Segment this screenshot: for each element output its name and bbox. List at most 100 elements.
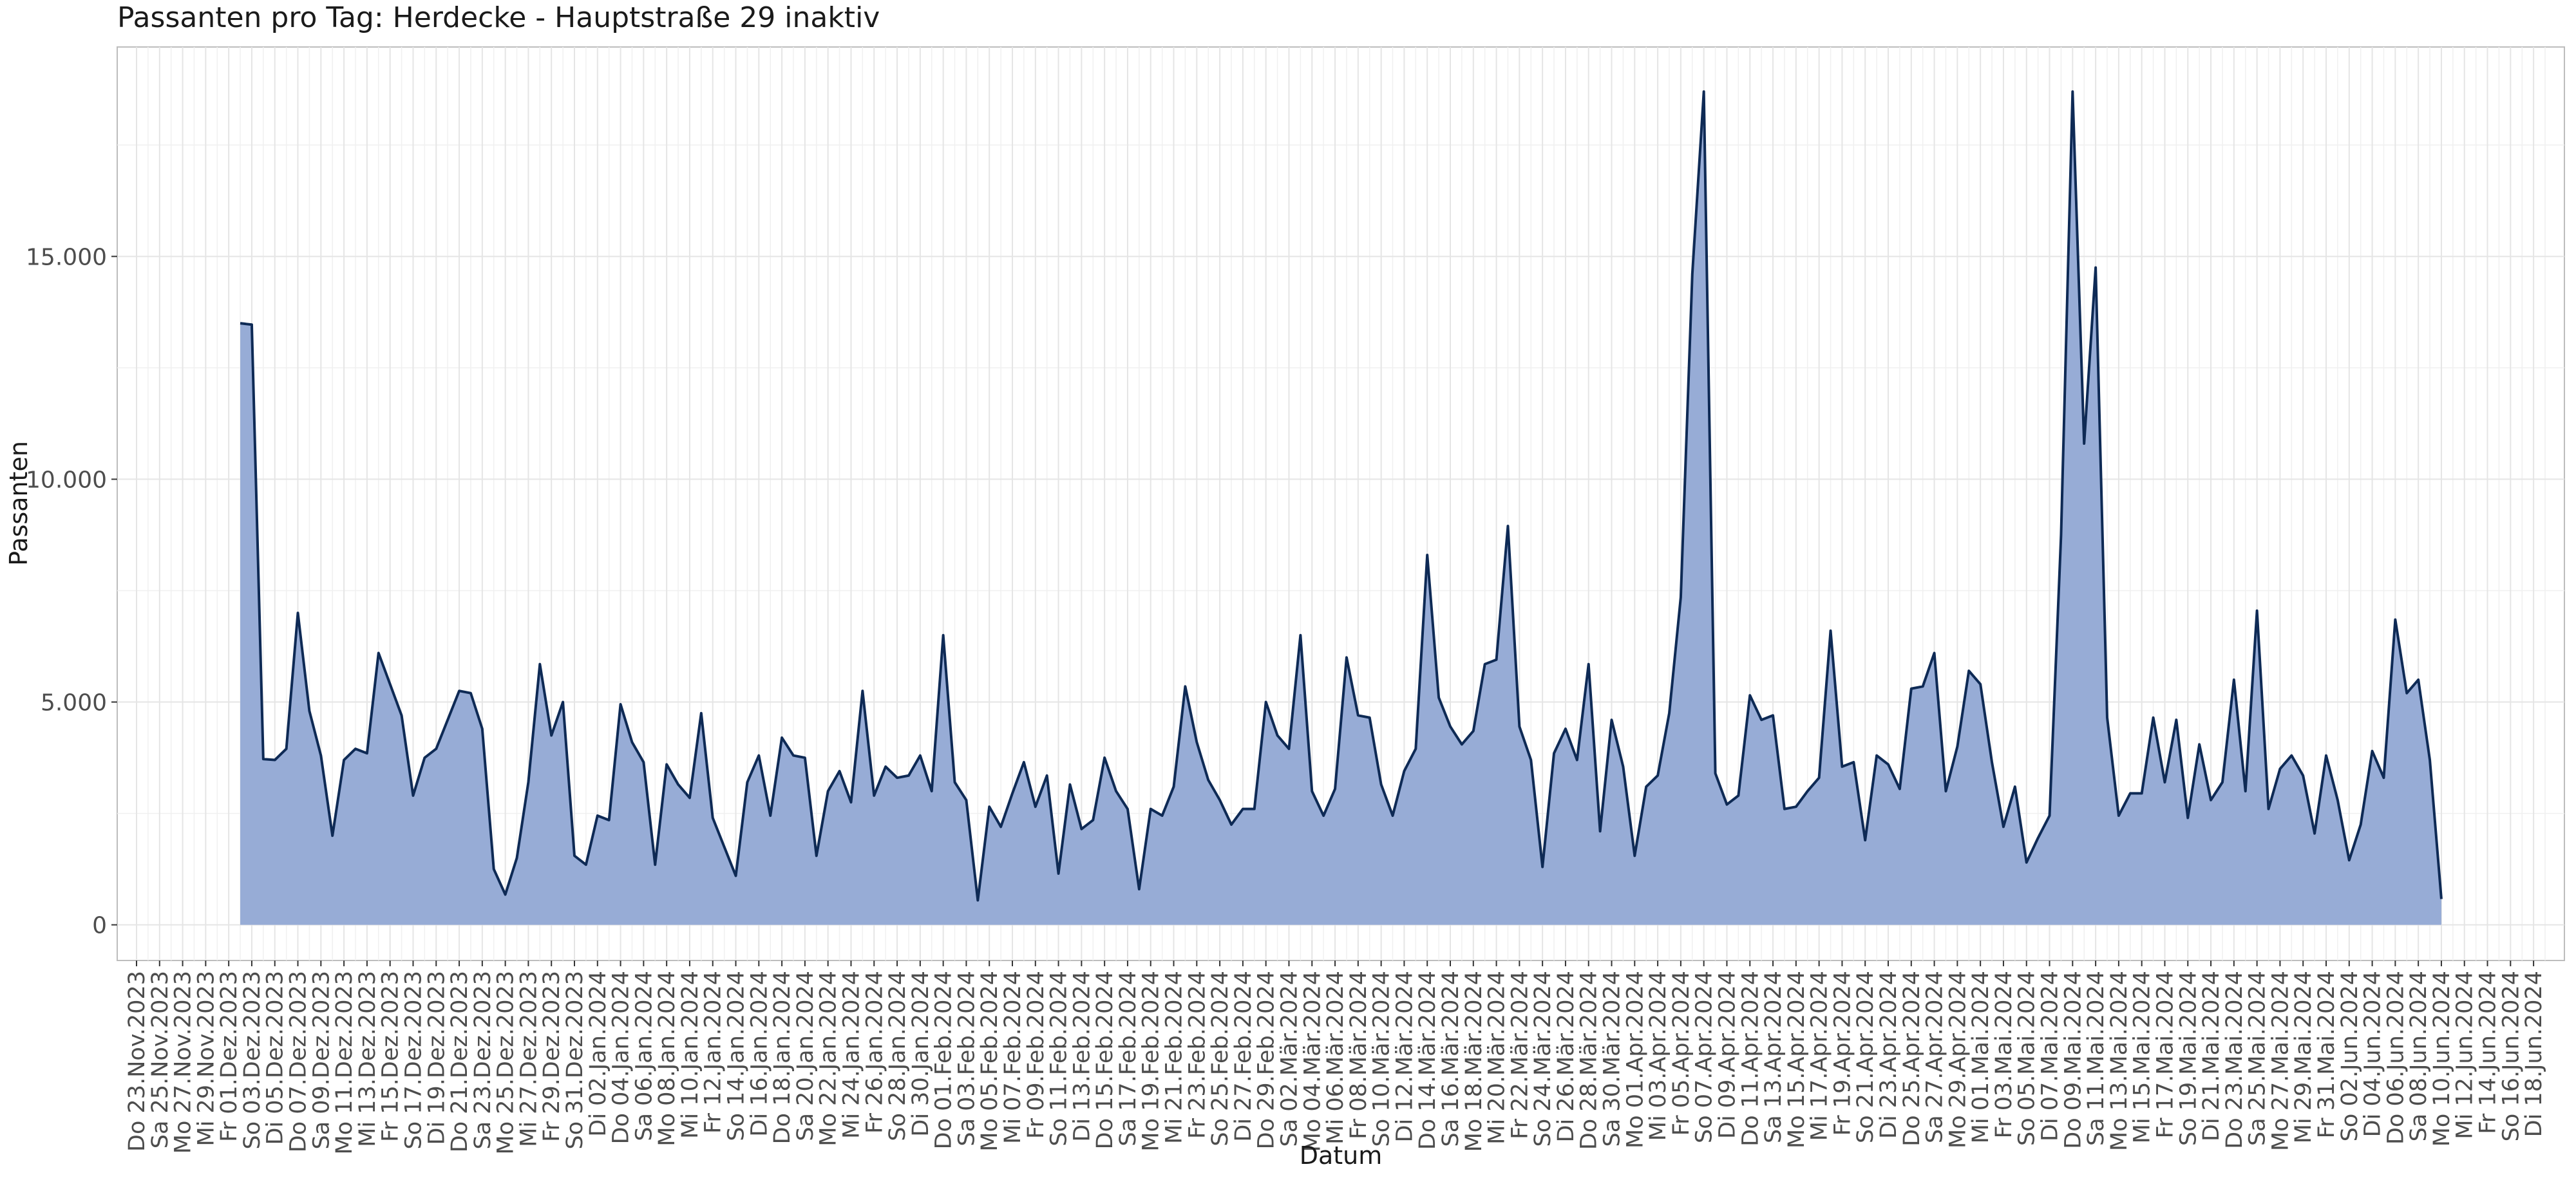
- x-tick-label: Do 21.Dez.2023: [447, 971, 473, 1152]
- x-tick-label: Mo 22.Jan.2024: [816, 971, 842, 1147]
- x-tick-label: Di 18.Jun.2024: [2521, 971, 2547, 1137]
- x-tick-label: So 17.Dez.2023: [401, 971, 426, 1149]
- x-tick-label: Mi 12.Jun.2024: [2452, 971, 2478, 1139]
- x-tick-label: Sa 06.Jan.2024: [631, 971, 657, 1141]
- x-tick-label: So 31.Dez.2023: [562, 971, 588, 1149]
- x-tick-label: Sa 30.Mär.2024: [1600, 971, 1625, 1147]
- x-tick-label: Di 02.Jan.2024: [585, 971, 611, 1137]
- x-tick-label: Sa 25.Nov.2023: [147, 971, 173, 1148]
- x-tick-label: Di 26.Mär.2024: [1553, 971, 1579, 1142]
- x-tick-label: Di 30.Jan.2024: [908, 971, 934, 1137]
- x-tick-label: Do 23.Mai.2024: [2222, 971, 2248, 1149]
- x-tick-label: Do 18.Jan.2024: [770, 971, 795, 1144]
- x-tick-label: Mi 17.Apr.2024: [1807, 971, 1833, 1141]
- x-tick-label: So 19.Mai.2024: [2175, 971, 2201, 1146]
- x-tick-label: Do 09.Mai.2024: [2060, 971, 2086, 1149]
- x-tick-label: So 28.Jan.2024: [885, 971, 911, 1141]
- x-tick-label: So 14.Jan.2024: [724, 971, 750, 1141]
- x-tick-label: Do 07.Dez.2023: [286, 971, 312, 1152]
- x-tick-label: So 03.Dez.2023: [240, 971, 265, 1149]
- x-tick-label: Fr 31.Mai.2024: [2314, 971, 2340, 1138]
- x-tick-label: Mo 10.Jun.2024: [2429, 971, 2455, 1147]
- x-tick-label: Di 05.Dez.2023: [263, 971, 289, 1145]
- series-line: [240, 90, 2443, 902]
- x-tick-label: Di 16.Jan.2024: [746, 971, 772, 1137]
- x-tick-label: So 11.Feb.2024: [1046, 971, 1072, 1147]
- x-tick-label: Mi 20.Mär.2024: [1484, 971, 1510, 1145]
- x-tick-label: Mo 05.Feb.2024: [977, 971, 1003, 1152]
- x-tick-label: Sa 13.Apr.2024: [1761, 971, 1786, 1143]
- x-tick-label: Di 07.Mai.2024: [2038, 971, 2063, 1141]
- x-tick-label: So 10.Mär.2024: [1369, 971, 1395, 1147]
- x-tick-label: Do 06.Jun.2024: [2383, 971, 2409, 1145]
- x-tick-label: Mo 18.Mär.2024: [1461, 971, 1487, 1152]
- x-tick-label: Fr 08.Mär.2024: [1346, 971, 1372, 1139]
- y-axis-ticks: 0 5.000 10.000 15.000: [26, 244, 117, 939]
- x-tick-label: So 02.Jun.2024: [2337, 971, 2363, 1141]
- x-tick-label: Sa 09.Dez.2023: [308, 971, 334, 1150]
- x-tick-label: Di 21.Mai.2024: [2199, 971, 2224, 1141]
- x-tick-label: Do 28.Mär.2024: [1577, 971, 1602, 1150]
- x-tick-label: Do 25.Apr.2024: [1899, 971, 1925, 1147]
- x-tick-label: Fr 26.Jan.2024: [862, 971, 887, 1134]
- x-tick-label: Mo 19.Feb.2024: [1139, 971, 1164, 1152]
- x-tick-label: Mi 29.Nov.2023: [193, 971, 219, 1147]
- x-tick-label: Do 29.Feb.2024: [1254, 971, 1280, 1149]
- x-tick-label: Di 09.Apr.2024: [1714, 971, 1740, 1139]
- x-tick-label: Sa 25.Mai.2024: [2245, 971, 2271, 1146]
- x-tick-label: Fr 22.Mär.2024: [1507, 971, 1533, 1139]
- x-tick-label: Mo 29.Apr.2024: [1945, 971, 1971, 1148]
- x-tick-label: So 21.Apr.2024: [1853, 971, 1879, 1143]
- x-tick-label: Mi 01.Mai.2024: [1968, 971, 1994, 1143]
- x-tick-label: Mi 21.Feb.2024: [1162, 971, 1188, 1144]
- x-tick-label: Di 13.Feb.2024: [1069, 971, 1095, 1142]
- x-tick-label: Fr 14.Jun.2024: [2476, 971, 2501, 1134]
- x-tick-label: Di 23.Apr.2024: [1876, 971, 1902, 1139]
- y-tick-label: 15.000: [26, 244, 107, 270]
- x-tick-label: Mo 11.Dez.2023: [332, 971, 357, 1154]
- y-axis-title: Passanten: [5, 441, 33, 566]
- x-tick-label: Sa 11.Mai.2024: [2083, 971, 2109, 1146]
- x-tick-label: Fr 05.Apr.2024: [1669, 971, 1694, 1136]
- x-tick-label: Mi 10.Jan.2024: [677, 971, 703, 1139]
- x-tick-label: Fr 15.Dez.2023: [378, 971, 404, 1142]
- x-tick-label: Fr 03.Mai.2024: [1991, 971, 2017, 1138]
- x-tick-label: Fr 17.Mai.2024: [2152, 971, 2178, 1138]
- x-tick-label: Mi 06.Mär.2024: [1323, 971, 1349, 1145]
- x-tick-label: Di 27.Feb.2024: [1231, 971, 1256, 1142]
- x-tick-label: Do 01.Feb.2024: [931, 971, 957, 1149]
- x-tick-label: Di 19.Dez.2023: [424, 971, 450, 1145]
- x-tick-label: Sa 20.Jan.2024: [793, 971, 819, 1141]
- x-tick-label: Fr 29.Dez.2023: [539, 971, 565, 1142]
- x-tick-label: Sa 27.Apr.2024: [1922, 971, 1948, 1143]
- x-tick-label: Mo 01.Apr.2024: [1622, 971, 1648, 1148]
- x-tick-label: Di 04.Jun.2024: [2360, 971, 2386, 1137]
- x-tick-label: So 25.Feb.2024: [1208, 971, 1233, 1147]
- x-tick-label: Mi 07.Feb.2024: [1000, 971, 1026, 1144]
- x-tick-label: So 16.Jun.2024: [2498, 971, 2524, 1141]
- x-tick-label: Mi 13.Dez.2023: [355, 971, 381, 1147]
- x-tick-label: Mi 03.Apr.2024: [1645, 971, 1671, 1141]
- x-tick-label: Fr 19.Apr.2024: [1830, 971, 1855, 1136]
- x-tick-label: Mo 08.Jan.2024: [654, 971, 680, 1147]
- x-tick-label: Fr 09.Feb.2024: [1023, 971, 1049, 1139]
- x-tick-label: Sa 17.Feb.2024: [1115, 971, 1141, 1147]
- x-tick-label: Do 04.Jan.2024: [609, 971, 634, 1144]
- x-tick-label: Mo 27.Mai.2024: [2268, 971, 2293, 1151]
- x-tick-label: Mo 13.Mai.2024: [2107, 971, 2132, 1151]
- x-tick-label: Sa 03.Feb.2024: [954, 971, 980, 1147]
- series: [240, 90, 2443, 925]
- x-tick-label: Sa 23.Dez.2023: [470, 971, 496, 1150]
- x-tick-label: Sa 02.Mär.2024: [1276, 971, 1302, 1147]
- x-tick-label: Do 14.Mär.2024: [1415, 971, 1441, 1150]
- x-tick-label: Do 11.Apr.2024: [1738, 971, 1763, 1147]
- x-tick-label: Sa 16.Mär.2024: [1438, 971, 1464, 1147]
- x-tick-label: Mi 24.Jan.2024: [838, 971, 864, 1139]
- x-tick-label: Mi 15.Mai.2024: [2130, 971, 2155, 1143]
- x-tick-label: Do 23.Nov.2023: [124, 971, 150, 1152]
- x-tick-label: Mi 27.Dez.2023: [516, 971, 542, 1147]
- x-tick-label: Mo 25.Dez.2023: [493, 971, 519, 1154]
- x-tick-label: Fr 12.Jan.2024: [701, 971, 726, 1134]
